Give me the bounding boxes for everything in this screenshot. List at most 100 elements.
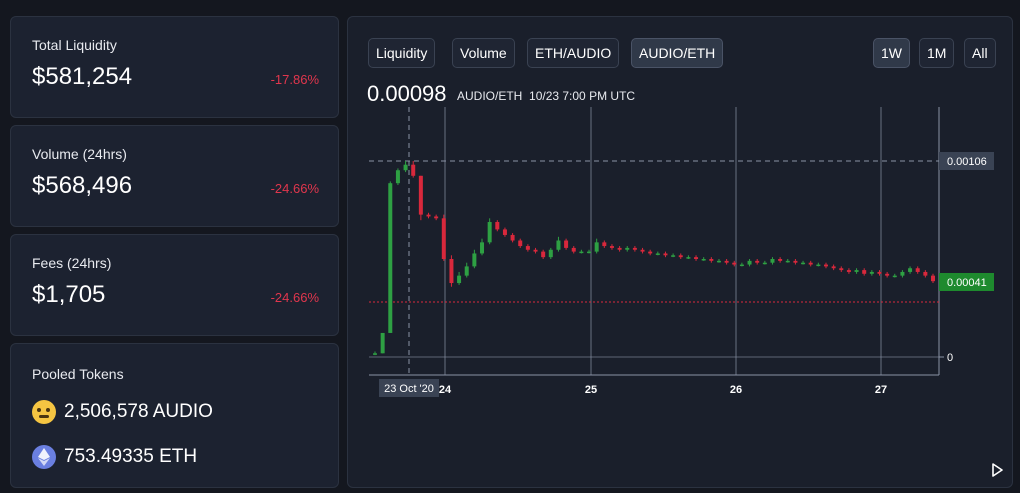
candle [525,246,530,250]
crosshair-y-label-box [939,152,994,170]
crosshair-x-label: 23 Oct '20 [384,383,434,395]
candle [395,170,400,184]
total-liquidity-card: Total Liquidity $581,254 -17.86% [10,16,339,118]
eth-token-amount: 753.49335 ETH [64,446,198,467]
candle [678,255,683,258]
candle [747,260,752,265]
candle [380,332,385,354]
range-1m[interactable]: 1M [919,38,955,68]
audio-token-row: 2,506,578 AUDIO [32,400,213,424]
candle [625,247,630,250]
price-meta: AUDIO/ETH 10/23 7:00 PM UTC [457,89,635,103]
candle [892,275,897,278]
candle [762,262,767,265]
candle [793,260,798,263]
fees-change: -24.66% [270,290,319,305]
candle [739,264,744,267]
total-liquidity-change: -17.86% [270,72,319,87]
candlestick-chart[interactable]: 24 25 26 27 23 Oct '20 0.00106 0.00041 0 [348,17,1012,487]
y-label-zero: 0 [947,352,953,364]
candle [640,249,645,252]
fees-label: Fees (24hrs) [32,255,112,271]
y-label-last-price: 0.00041 [947,277,987,289]
candle [564,240,569,248]
candle [418,175,423,215]
candle [900,271,905,276]
candle [732,262,737,265]
tab-liquidity[interactable]: Liquidity [368,38,436,68]
candle [541,251,546,258]
candle [571,247,576,252]
volume-card: Volume (24hrs) $568,496 -24.66% [10,125,339,227]
candle [808,262,813,265]
candle [434,216,439,219]
candle [556,240,561,250]
candle [846,270,851,272]
candle [388,183,393,333]
candle [449,259,454,284]
candle [801,262,806,265]
candle [869,271,874,274]
candle [464,266,469,276]
candle [411,164,416,176]
candle [510,234,515,241]
candle [862,270,867,274]
x-tick-label: 25 [585,384,597,396]
candle [373,353,377,355]
ethereum-icon [32,445,56,469]
tab-volume[interactable]: Volume [452,38,515,68]
x-tick-label: 24 [439,384,452,396]
candle [518,240,523,247]
candle [587,251,592,254]
candle [854,270,859,272]
play-icon[interactable] [990,463,1004,477]
fees-value: $1,705 [32,281,106,308]
candle [785,260,790,263]
candle [403,164,408,171]
candle [655,253,660,255]
total-liquidity-value: $581,254 [32,63,133,90]
candle [915,268,920,272]
candle [885,273,890,276]
pooled-tokens-title: Pooled Tokens [32,366,124,382]
candle [671,255,676,257]
tab-eth-audio[interactable]: ETH/AUDIO [527,38,620,68]
fees-card: Fees (24hrs) $1,705 -24.66% [10,234,339,336]
candle [594,242,599,252]
price-value: 0.00098 [367,81,447,106]
candle [701,259,706,261]
audio-token-amount: 2,506,578 AUDIO [64,401,213,422]
volume-change: -24.66% [270,181,319,196]
candle [716,260,721,263]
tab-audio-eth[interactable]: AUDIO/ETH [631,38,724,68]
range-all[interactable]: All [964,38,996,68]
candle [487,222,492,243]
candle [548,249,553,258]
volume-label: Volume (24hrs) [32,146,127,162]
last-price-label-box [939,273,994,291]
y-label-crosshair: 0.00106 [947,156,987,168]
candle [908,268,913,272]
candle [502,229,507,235]
candle [495,222,500,230]
candle [579,251,584,254]
candle [533,249,538,252]
candle [617,247,622,250]
candle [648,251,653,254]
range-1w[interactable]: 1W [873,38,910,68]
candle [923,271,928,276]
x-tick-label: 26 [730,384,742,396]
candle [778,259,783,261]
candle [816,264,821,267]
candle [877,271,882,274]
chart-panel: Liquidity Volume ETH/AUDIO AUDIO/ETH 1W … [347,16,1013,488]
crosshair-x-label-box [379,379,439,397]
candle [663,253,668,256]
candle [694,257,699,259]
candle [602,242,607,247]
eth-token-row: 753.49335 ETH [32,445,197,469]
candle [609,246,614,248]
candle [480,242,485,254]
candle [755,260,760,263]
audio-emoji-icon [32,400,56,424]
